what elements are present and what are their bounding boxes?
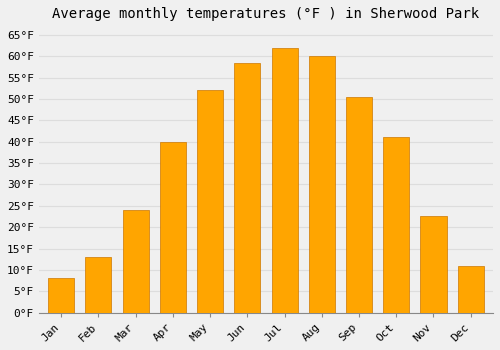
Bar <box>346 97 372 313</box>
Bar <box>420 216 446 313</box>
Bar <box>383 138 409 313</box>
Bar <box>234 63 260 313</box>
Bar <box>122 210 148 313</box>
Bar <box>272 48 297 313</box>
Bar <box>458 266 483 313</box>
Bar <box>308 56 335 313</box>
Title: Average monthly temperatures (°F ) in Sherwood Park: Average monthly temperatures (°F ) in Sh… <box>52 7 480 21</box>
Bar <box>48 279 74 313</box>
Bar <box>86 257 112 313</box>
Bar <box>197 90 223 313</box>
Bar <box>160 142 186 313</box>
